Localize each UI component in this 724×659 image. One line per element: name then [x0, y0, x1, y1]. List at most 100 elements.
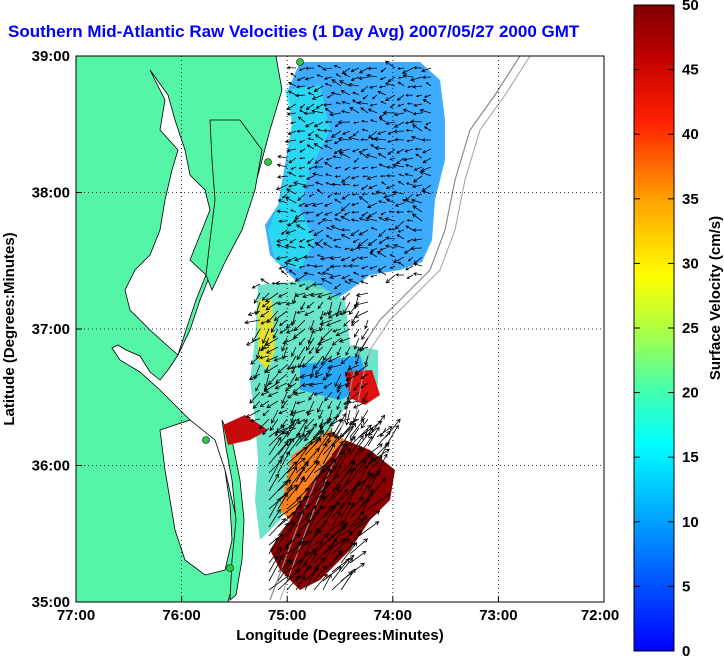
current-vector-arrow — [375, 190, 387, 195]
current-vector-arrow — [367, 238, 378, 247]
colorbar-tick-label: 50 — [682, 0, 699, 14]
current-vector-arrow — [358, 472, 372, 492]
current-vector-arrow — [358, 217, 369, 222]
current-vector-arrow — [333, 283, 342, 290]
current-vector-arrow — [404, 173, 414, 177]
current-vector-arrow — [295, 512, 313, 528]
current-vector-arrow — [277, 522, 289, 537]
current-vector-arrow — [289, 121, 297, 125]
current-vector-arrow — [412, 205, 423, 213]
current-vector-arrow — [358, 521, 380, 537]
current-vector-arrow — [326, 94, 333, 99]
current-vector-arrow — [302, 292, 315, 299]
current-vector-arrow — [364, 355, 369, 366]
colorbar-label: Surface Velocity (cm/s) — [707, 216, 724, 380]
current-vector-arrow — [367, 211, 378, 218]
current-vector-arrow — [358, 452, 374, 465]
current-vector-arrow — [296, 129, 306, 133]
current-vector-arrow — [397, 76, 405, 79]
current-vector-arrow — [313, 544, 333, 564]
current-vector-arrow — [405, 265, 414, 271]
current-vector-arrow — [325, 234, 333, 240]
current-vector-arrow — [296, 346, 306, 361]
current-vector-arrow — [274, 382, 288, 390]
current-vector-arrow — [333, 192, 342, 196]
current-vector-arrow — [370, 227, 378, 231]
current-vector-arrow — [387, 148, 396, 155]
current-vector-arrow — [268, 554, 284, 582]
current-vector-arrow — [334, 218, 342, 222]
current-vector-arrow — [305, 238, 315, 243]
radar-station-marker — [226, 564, 234, 572]
current-vector-arrow — [268, 517, 286, 537]
current-vector-arrow — [286, 510, 304, 537]
current-vector-arrow — [277, 511, 296, 528]
current-vector-arrow — [317, 292, 333, 299]
current-vector-arrow — [367, 130, 378, 139]
current-vector-arrow — [299, 109, 306, 114]
current-vector-arrow — [286, 466, 298, 483]
current-vector-arrow — [378, 238, 387, 244]
current-vector-arrow — [295, 487, 310, 501]
current-vector-arrow — [315, 346, 324, 354]
current-vector-arrow — [385, 165, 396, 169]
colorbar-tick-label: 45 — [682, 62, 699, 79]
x-tick-label: 74:00 — [374, 607, 412, 624]
current-vector-arrow — [261, 292, 270, 301]
current-vector-arrow — [277, 521, 295, 546]
current-vector-arrow — [357, 100, 369, 105]
current-vector-arrow — [392, 190, 405, 195]
current-vector-arrow — [322, 487, 340, 510]
current-vector-arrow — [385, 244, 396, 249]
current-vector-arrow — [379, 174, 387, 178]
current-vector-arrow — [277, 479, 292, 492]
current-vector-arrow — [285, 319, 297, 329]
x-tick-label: 75:00 — [268, 607, 306, 624]
current-vector-arrow — [313, 391, 324, 396]
colorbar-tick-label: 30 — [682, 255, 699, 272]
current-vector-arrow — [410, 246, 423, 251]
current-vector-arrow — [404, 148, 414, 153]
current-vector-arrow — [285, 301, 297, 306]
current-vector-arrow — [413, 262, 423, 267]
current-vector-arrow — [353, 382, 360, 392]
current-vector-arrow — [321, 217, 333, 222]
current-vector-arrow — [360, 107, 369, 114]
current-vector-arrow — [304, 202, 315, 208]
current-vector-arrow — [268, 436, 282, 456]
current-vector-arrow — [384, 60, 396, 69]
current-vector-arrow — [350, 175, 360, 180]
current-vector-arrow — [311, 109, 324, 114]
current-vector-arrow — [358, 67, 369, 74]
current-vector-arrow — [317, 301, 324, 310]
current-vector-arrow — [351, 192, 360, 196]
current-vector-arrow — [369, 103, 378, 107]
current-vector-arrow — [293, 319, 306, 332]
current-vector-arrow — [425, 121, 432, 126]
current-vector-arrow — [389, 265, 396, 269]
current-vector-arrow — [341, 274, 351, 280]
current-vector-arrow — [341, 100, 351, 105]
current-vector-arrow — [372, 94, 378, 100]
current-vector-arrow — [423, 126, 432, 132]
current-vector-arrow — [326, 364, 342, 370]
current-vector-arrow — [394, 202, 405, 207]
current-vector-arrow — [260, 319, 270, 325]
radar-station-marker — [296, 58, 304, 66]
colorbar-tick-label: 5 — [682, 578, 690, 595]
current-vector-arrow — [397, 81, 405, 87]
current-vector-arrow — [421, 67, 432, 73]
current-vector-arrow — [314, 157, 324, 164]
current-vector-arrow — [306, 175, 315, 180]
radar-stations — [202, 58, 304, 572]
current-vector-arrow — [265, 301, 279, 311]
radar-station-marker — [264, 158, 272, 166]
current-vector-arrow — [349, 538, 369, 555]
current-vector-arrow — [295, 429, 311, 447]
current-vector-arrow — [392, 163, 405, 168]
current-vector-arrow — [340, 355, 351, 365]
current-vector-arrow — [338, 80, 351, 87]
current-vector-arrow — [380, 101, 387, 105]
current-vector-arrow — [322, 505, 336, 528]
current-vector-arrow — [293, 256, 306, 262]
